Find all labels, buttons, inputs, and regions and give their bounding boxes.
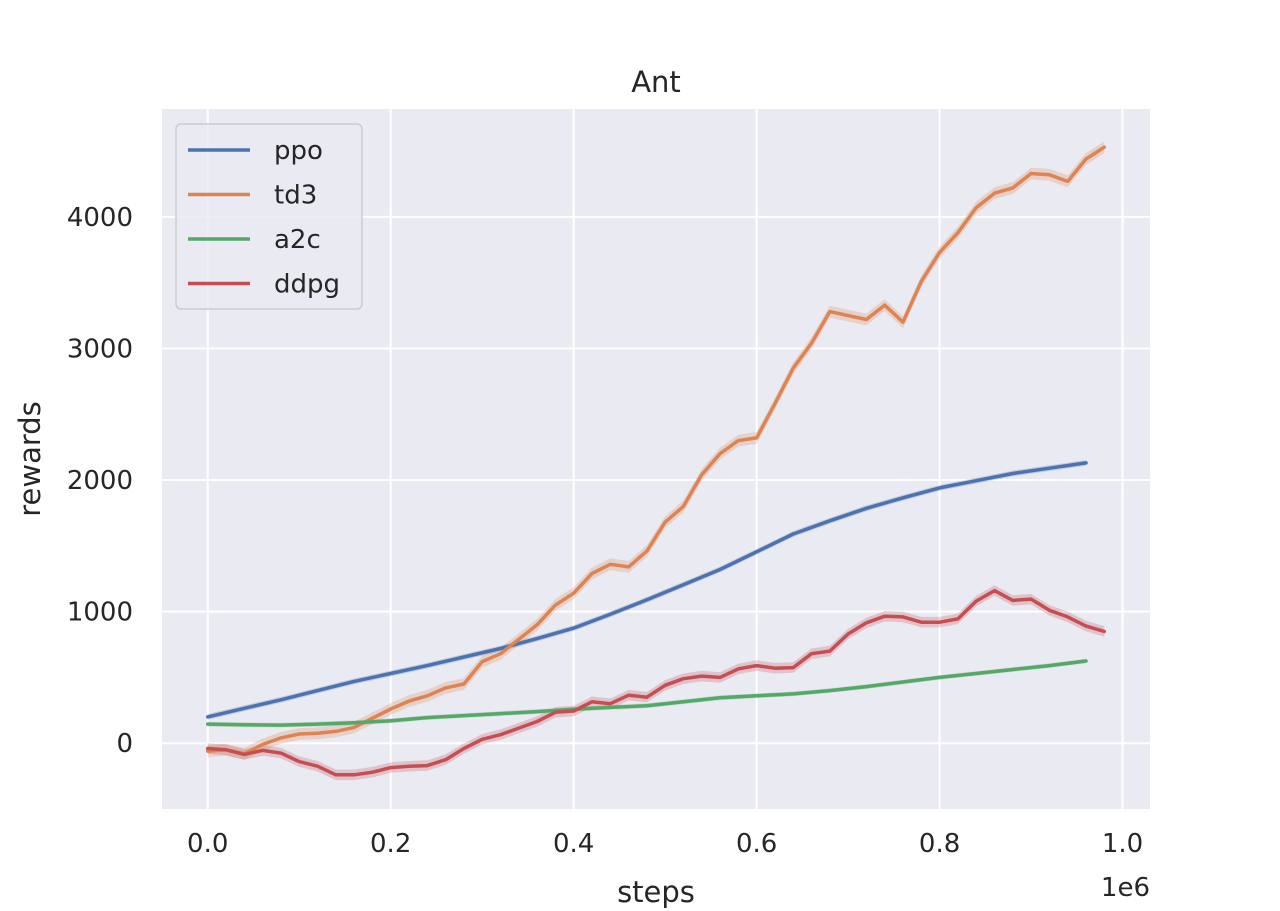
x-axis-label: steps xyxy=(617,875,695,909)
x-tick-label: 0.0 xyxy=(187,829,228,859)
x-tick-label: 0.6 xyxy=(736,829,777,859)
a2c-line xyxy=(205,659,1088,727)
td3-line xyxy=(205,145,1107,756)
legend-label-ddpg: ddpg xyxy=(274,270,340,300)
y-tick-label: 4000 xyxy=(67,203,133,233)
legend-label-ppo: ppo xyxy=(274,136,323,166)
ppo-band xyxy=(207,460,1086,720)
y-tick-label: 2000 xyxy=(67,466,133,496)
x-tick-label: 0.2 xyxy=(370,829,411,859)
chart-title: Ant xyxy=(631,65,681,99)
x-tick-label: 0.4 xyxy=(553,829,594,859)
legend-box xyxy=(175,123,363,310)
ppo-line xyxy=(205,461,1088,719)
legend-label-a2c: a2c xyxy=(274,225,321,255)
x-axis-offset-text: 1e6 xyxy=(1101,873,1150,903)
ddpg-line xyxy=(205,588,1107,777)
legend: ppo td3 a2c ddpg xyxy=(175,123,363,310)
grid xyxy=(162,109,1150,809)
x-tick-label: 0.8 xyxy=(919,829,960,859)
series-lines xyxy=(205,145,1107,777)
x-tick-label: 1.0 xyxy=(1102,829,1143,859)
y-tick-label: 0 xyxy=(116,729,133,759)
legend-label-td3: td3 xyxy=(274,181,317,211)
y-axis-label: rewards xyxy=(13,401,47,517)
x-axis-ticks: 0.0 0.2 0.4 0.6 0.8 1.0 xyxy=(187,829,1143,859)
y-tick-label: 1000 xyxy=(67,598,133,628)
y-axis-ticks: 0 1000 2000 3000 4000 xyxy=(67,203,133,759)
y-tick-label: 3000 xyxy=(67,334,133,364)
